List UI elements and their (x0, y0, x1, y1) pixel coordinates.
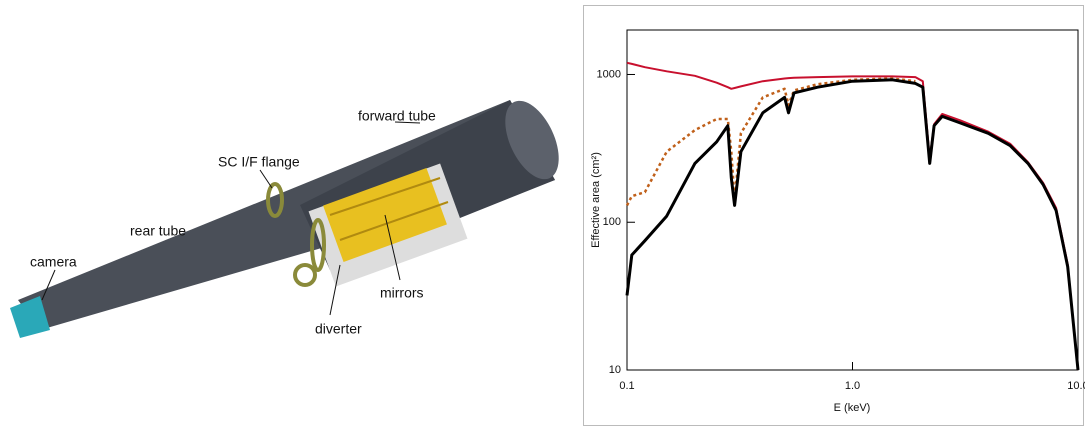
series-line (625, 78, 1080, 371)
x-tick-label: 10.0 (1067, 380, 1085, 392)
y-tick-label: 1000 (597, 68, 621, 80)
diagram-label: SC I/F flange (218, 154, 300, 170)
series-line (626, 61, 1079, 371)
y-axis-label: Effective area (cm²) (590, 152, 602, 248)
telescope-drawing (10, 100, 559, 338)
x-tick-label: 0.1 (619, 380, 634, 392)
x-tick-label: 1.0 (845, 380, 860, 392)
series-line (625, 77, 916, 206)
diagram-label: mirrors (380, 285, 424, 301)
x-axis-label: E (keV) (834, 402, 871, 414)
diagram-label: camera (30, 254, 77, 270)
diagram-label: forward tube (358, 108, 436, 124)
diagram-label: diverter (315, 321, 362, 337)
y-tick-label: 10 (609, 364, 621, 376)
y-tick-label: 100 (603, 216, 621, 228)
diagram-label: rear tube (130, 223, 186, 239)
chart-panel (583, 5, 1084, 426)
